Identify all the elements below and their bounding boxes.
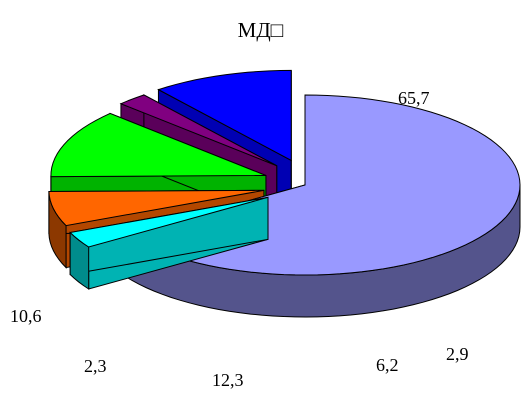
pie-slice-top [48, 189, 264, 227]
data-label: 2,3 [84, 356, 107, 376]
chart-title: МД□ [237, 18, 284, 42]
pie-slice-top [157, 69, 292, 162]
label-layer: 65,7 2,9 6,2 12,3 2,3 10,6 [10, 88, 469, 390]
slice-layer [48, 69, 521, 318]
data-label: 65,7 [398, 88, 430, 108]
pie-slice-top [69, 196, 269, 248]
pie-slice-top [50, 112, 267, 178]
data-label: 12,3 [212, 370, 244, 390]
data-label: 6,2 [376, 355, 399, 375]
data-label: 10,6 [10, 306, 42, 326]
data-label: 2,9 [446, 344, 469, 364]
pie-slice-top [119, 94, 277, 167]
pie-slice [69, 196, 269, 290]
